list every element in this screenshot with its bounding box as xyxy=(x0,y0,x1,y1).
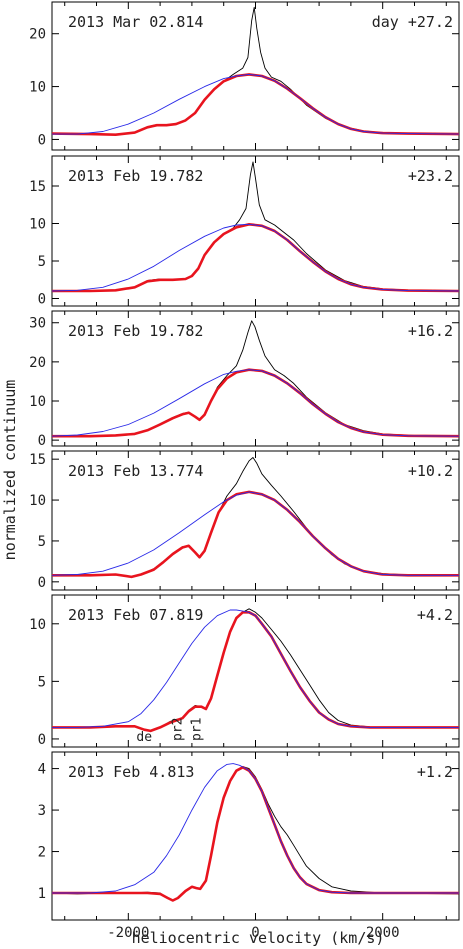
panel-date-label: 2013 Feb 19.782 xyxy=(68,167,203,185)
panel-6: 1 2 3 4 2013 Feb 4.813 +1.2 -2000 0 2000 xyxy=(38,751,460,941)
y-tick-label: 15 xyxy=(29,452,46,468)
y-tick-label: 10 xyxy=(29,80,46,96)
y-tick-label: 20 xyxy=(29,27,46,43)
panel-date-label: 2013 Feb 13.774 xyxy=(68,462,203,480)
panel-date-label: 2013 Feb 4.813 xyxy=(68,763,194,781)
model-fit-line xyxy=(52,766,459,902)
gaussian-profile-line xyxy=(51,369,460,437)
panel-day-label: +1.2 xyxy=(417,763,453,781)
y-tick-label: 2 xyxy=(38,845,46,861)
panel-day-label: +10.2 xyxy=(408,462,453,480)
panel-day-label: +4.2 xyxy=(417,606,453,624)
gaussian-profile-line xyxy=(51,491,459,576)
y-tick-label: 0 xyxy=(38,732,46,748)
y-tick-label: 0 xyxy=(38,433,46,449)
model-fit-line xyxy=(52,611,459,733)
model-fit-line xyxy=(51,73,460,136)
x-axis-label: heliocentric velocity (km/s) xyxy=(132,929,385,947)
panel-date-label: 2013 Mar 02.814 xyxy=(68,13,203,31)
annotation-label: pr2 xyxy=(170,718,185,741)
y-tick-label: 30 xyxy=(29,316,46,332)
y-tick-label: 3 xyxy=(38,803,46,819)
y-tick-label: 5 xyxy=(38,254,46,270)
x-tick-label: 0 xyxy=(251,925,259,941)
y-tick-label: 15 xyxy=(29,179,46,195)
gaussian-profile-line xyxy=(52,73,460,135)
panel-date-label: 2013 Feb 19.782 xyxy=(68,322,203,340)
model-fit-line xyxy=(52,490,459,579)
y-tick-label: 0 xyxy=(38,132,46,148)
panel-date-label: 2013 Feb 07.819 xyxy=(68,606,203,624)
observed-spectrum-line xyxy=(52,608,459,732)
y-tick-label: 5 xyxy=(38,534,46,550)
y-axis-label: normalized continuum xyxy=(1,380,19,561)
y-tick-label: 10 xyxy=(29,217,46,233)
y-tick-label: 20 xyxy=(29,355,46,371)
panel-5: 0 5 10 2013 Feb 07.819 +4.2 de pr2 pr1 xyxy=(29,594,460,748)
gaussian-profile-line xyxy=(52,609,459,728)
panel-2: 0 5 10 15 2013 Feb 19.782 +23.2 xyxy=(29,155,460,308)
panel-4: 0 5 10 15 2013 Feb 13.774 +10.2 xyxy=(29,450,460,591)
panel-day-label: +16.2 xyxy=(408,322,453,340)
y-tick-label: 0 xyxy=(38,575,46,591)
y-tick-label: 1 xyxy=(38,886,46,902)
gaussian-profile-line xyxy=(52,763,459,894)
observed-spectrum-line xyxy=(51,766,460,901)
y-tick-label: 10 xyxy=(29,493,46,509)
y-tick-label: 0 xyxy=(38,292,46,308)
y-tick-label: 10 xyxy=(29,617,46,633)
panel-day-label: +23.2 xyxy=(408,167,453,185)
y-tick-label: 10 xyxy=(29,394,46,410)
y-tick-label: 5 xyxy=(38,674,46,690)
annotation-label: de xyxy=(136,730,152,745)
x-tick-label: 2000 xyxy=(366,925,400,941)
gaussian-profile-line xyxy=(51,223,460,292)
x-tick-label: -2000 xyxy=(107,925,149,941)
panel-1: 0 10 20 2013 Mar 02.814 day +27.2 xyxy=(29,1,460,151)
model-fit-line xyxy=(52,368,460,438)
panel-3: 0 10 20 30 2013 Feb 19.782 +16.2 xyxy=(29,310,460,449)
y-tick-label: 4 xyxy=(38,762,46,778)
annotation-label: pr1 xyxy=(189,718,204,741)
panel-day-label: day +27.2 xyxy=(372,13,453,31)
model-fit-line xyxy=(52,223,460,293)
